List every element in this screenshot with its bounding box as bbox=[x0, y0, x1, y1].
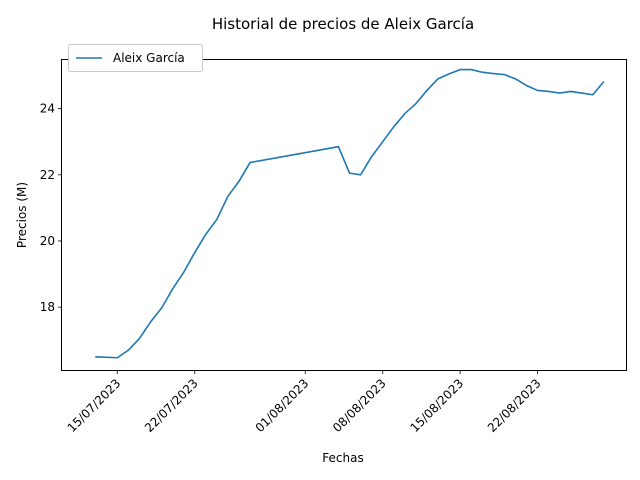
legend: Aleix García bbox=[68, 44, 203, 72]
series-layer bbox=[95, 68, 605, 359]
x-axis-label: Fechas bbox=[322, 451, 363, 465]
chart-title: Historial de precios de Aleix García bbox=[212, 15, 474, 33]
y-tick-label: 20 bbox=[40, 234, 55, 248]
y-tick-label: 22 bbox=[40, 168, 55, 182]
x-tick-label: 22/08/2023 bbox=[485, 376, 544, 435]
x-axis: 15/07/2023 22/07/2023 01/08/2023 08/08/2023… bbox=[65, 370, 544, 435]
legend-label: Aleix García bbox=[113, 51, 185, 65]
x-tick-label: 08/08/2023 bbox=[330, 376, 389, 435]
x-tick-label: 15/07/2023 bbox=[65, 376, 124, 435]
plot-frame bbox=[61, 59, 627, 371]
y-tick-label: 24 bbox=[40, 102, 55, 116]
x-tick-label: 01/08/2023 bbox=[253, 376, 312, 435]
legend-frame bbox=[68, 44, 203, 72]
y-axis-label: Precios (M) bbox=[15, 182, 29, 248]
x-tick-label: 22/07/2023 bbox=[142, 376, 201, 435]
y-axis: 18 20 22 24 bbox=[40, 102, 62, 314]
y-tick-label: 18 bbox=[40, 300, 55, 314]
x-tick-label: 15/08/2023 bbox=[407, 376, 466, 435]
plot-area: 15/07/2023 22/07/2023 01/08/2023 08/08/2023… bbox=[40, 59, 627, 435]
series-line bbox=[95, 68, 605, 359]
